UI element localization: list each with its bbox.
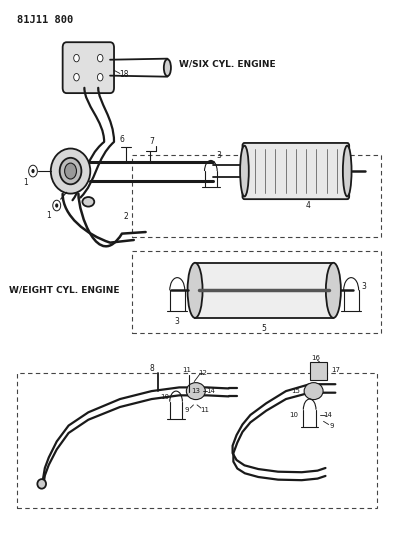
Text: W/EIGHT CYL. ENGINE: W/EIGHT CYL. ENGINE xyxy=(9,286,120,295)
Ellipse shape xyxy=(82,197,94,207)
Circle shape xyxy=(74,74,79,81)
Circle shape xyxy=(98,54,103,62)
Ellipse shape xyxy=(51,149,90,193)
Bar xyxy=(310,362,327,381)
Text: 16: 16 xyxy=(311,355,320,361)
Ellipse shape xyxy=(164,59,171,76)
Ellipse shape xyxy=(326,263,341,318)
Circle shape xyxy=(55,204,58,208)
Ellipse shape xyxy=(187,263,203,318)
Text: 5: 5 xyxy=(262,324,267,333)
Text: 14: 14 xyxy=(323,412,332,418)
Text: 6: 6 xyxy=(119,135,124,144)
Text: 17: 17 xyxy=(331,367,340,373)
Text: 1: 1 xyxy=(23,178,27,187)
Ellipse shape xyxy=(304,383,323,400)
Ellipse shape xyxy=(60,158,82,184)
FancyBboxPatch shape xyxy=(62,42,114,93)
Text: 7: 7 xyxy=(149,138,154,147)
Ellipse shape xyxy=(64,163,76,179)
Text: 3: 3 xyxy=(361,281,366,290)
Text: 9: 9 xyxy=(329,423,334,429)
Circle shape xyxy=(98,74,103,81)
Text: 81J11 800: 81J11 800 xyxy=(17,14,74,25)
Text: 1: 1 xyxy=(47,211,51,220)
Text: 11: 11 xyxy=(201,407,209,413)
Bar xyxy=(17,373,377,508)
Circle shape xyxy=(31,169,35,173)
Text: 3: 3 xyxy=(217,151,221,160)
Circle shape xyxy=(74,54,79,62)
Bar xyxy=(132,251,381,333)
Text: 14: 14 xyxy=(207,388,215,394)
Text: 2: 2 xyxy=(123,212,128,221)
FancyBboxPatch shape xyxy=(242,143,349,199)
Bar xyxy=(132,155,381,237)
Text: 8: 8 xyxy=(150,364,155,373)
Text: 15: 15 xyxy=(291,388,300,394)
Text: 10: 10 xyxy=(160,394,170,400)
Text: 10: 10 xyxy=(289,412,298,418)
Text: 12: 12 xyxy=(199,369,207,376)
Text: W/SIX CYL. ENGINE: W/SIX CYL. ENGINE xyxy=(179,60,276,68)
Text: 11: 11 xyxy=(183,367,192,373)
Text: 13: 13 xyxy=(191,388,200,394)
Text: 4: 4 xyxy=(305,201,310,210)
Bar xyxy=(195,263,334,318)
Text: 9: 9 xyxy=(185,407,189,413)
Ellipse shape xyxy=(37,479,46,489)
Text: 18: 18 xyxy=(119,70,129,79)
Ellipse shape xyxy=(343,146,351,197)
Text: 3: 3 xyxy=(175,317,180,326)
Ellipse shape xyxy=(240,146,249,197)
Ellipse shape xyxy=(186,383,205,400)
